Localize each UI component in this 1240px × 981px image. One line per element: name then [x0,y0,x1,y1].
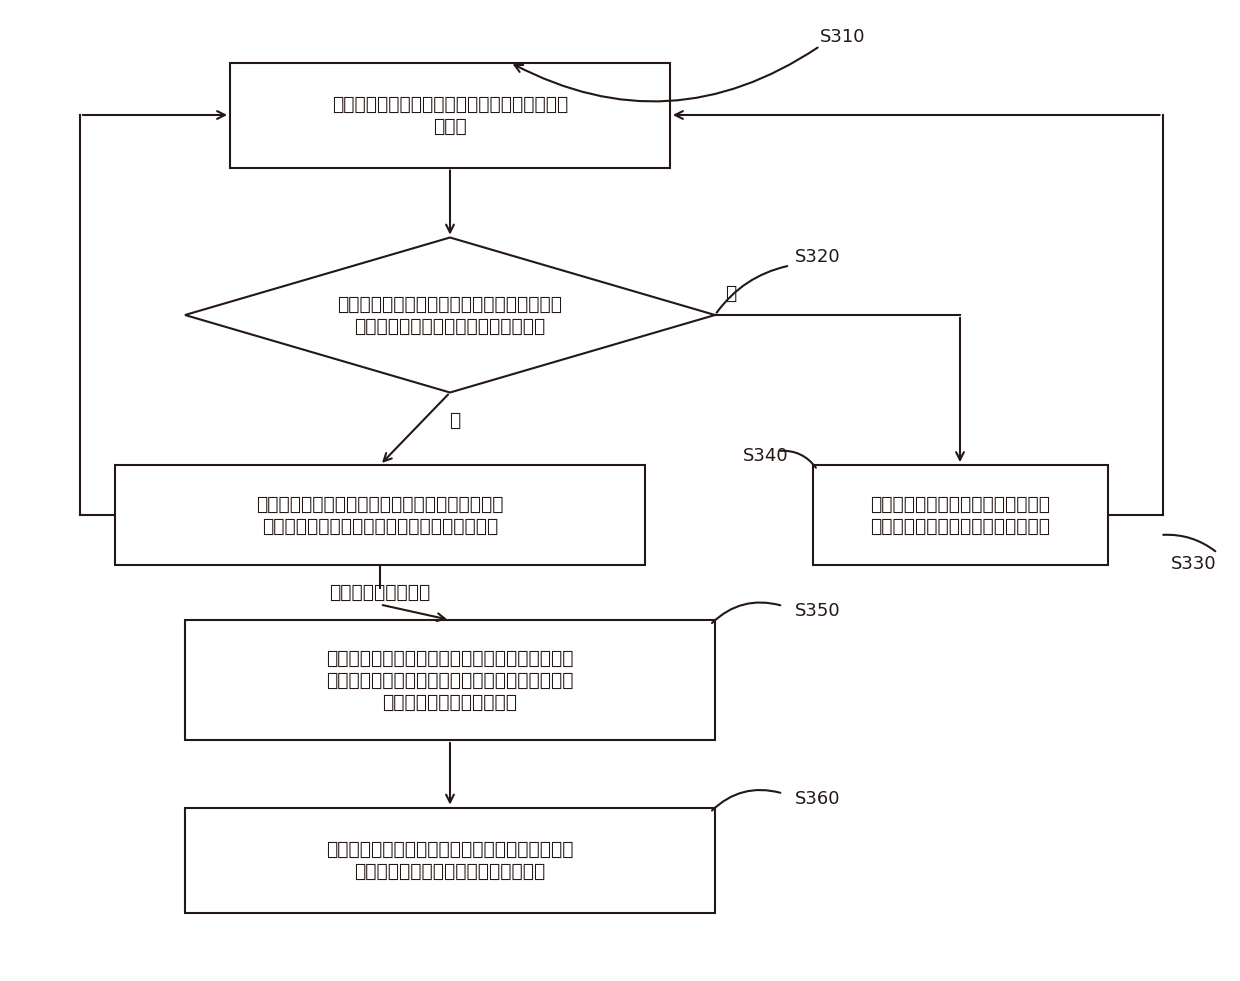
FancyBboxPatch shape [812,465,1107,565]
Text: S360: S360 [795,790,841,807]
FancyBboxPatch shape [185,620,715,740]
FancyBboxPatch shape [229,63,670,168]
Text: 直至遍历流量比数据: 直至遍历流量比数据 [330,583,430,602]
Text: 再根据冲突关系，对初始相位组中的初始相位插入
与该初始相位所含各机动车交通流均不冲突的非机
动车交通流，得到目标相位: 再根据冲突关系，对初始相位组中的初始相位插入 与该初始相位所含各机动车交通流均不… [326,648,574,711]
Text: 根据已生成的初始相位组以及当前候选相位，获得
一个新的初始相位组，并清空候选相位中的元素: 根据已生成的初始相位组以及当前候选相位，获得 一个新的初始相位组，并清空候选相位… [257,494,503,536]
Text: 是: 是 [725,284,737,303]
FancyBboxPatch shape [185,807,715,912]
FancyBboxPatch shape [115,465,645,565]
Text: 选取流量比最小的机动车交通流，插入预设的候
选相位: 选取流量比最小的机动车交通流，插入预设的候 选相位 [332,94,568,135]
Text: S320: S320 [795,247,841,266]
Text: 是否存在与当前候选相位中各机动车交通流均
不冲突且为非候选的待选机动车交通流: 是否存在与当前候选相位中各机动车交通流均 不冲突且为非候选的待选机动车交通流 [337,294,563,336]
Text: 将一个目标相位及其相位流量比作为一个目标相位
组，由目标相位组构成信号灯相位参数: 将一个目标相位及其相位流量比作为一个目标相位 组，由目标相位组构成信号灯相位参数 [326,840,574,881]
Text: S340: S340 [743,447,789,465]
Text: 在待选机动车交通流中选取流量比最
小的机动车交通流，插入至候选相位: 在待选机动车交通流中选取流量比最 小的机动车交通流，插入至候选相位 [870,494,1050,536]
Text: 否: 否 [449,410,460,430]
Text: S310: S310 [820,28,866,46]
Text: S350: S350 [795,602,841,620]
Polygon shape [185,237,715,392]
Text: S330: S330 [1171,555,1216,573]
